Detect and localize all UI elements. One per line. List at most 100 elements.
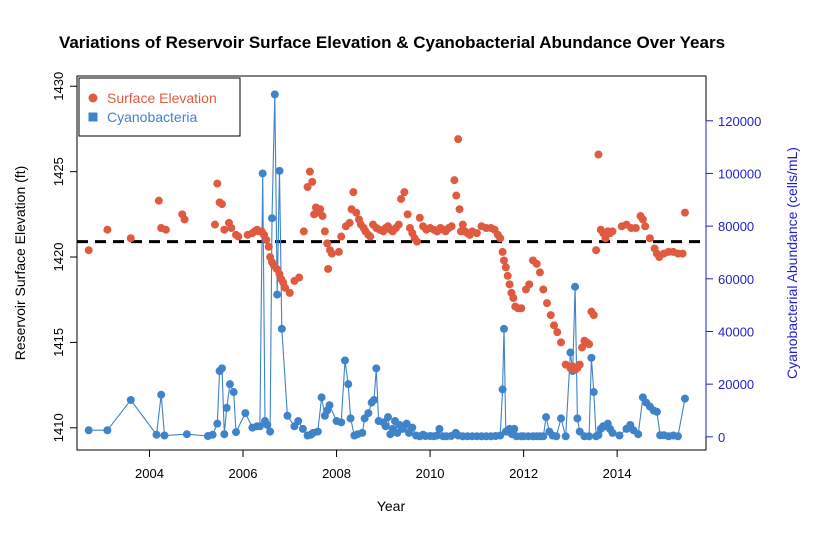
y-right-tick-label: 80000 — [718, 219, 754, 234]
cyanobacteria-point — [217, 364, 226, 373]
cyanobacteria-line — [88, 94, 686, 438]
elevation-point — [542, 299, 551, 308]
elevation-point — [535, 268, 544, 277]
elevation-point — [499, 256, 508, 265]
cyanobacteria-point — [182, 430, 191, 439]
elevation-point — [503, 271, 512, 280]
elevation-point — [517, 304, 526, 313]
cyanobacteria-point — [225, 380, 234, 389]
elevation-point — [217, 200, 226, 209]
y-right-tick-label: 60000 — [718, 272, 754, 287]
elevation-point — [334, 247, 343, 256]
elevation-point — [645, 234, 654, 243]
cyanobacteria-point — [103, 426, 112, 435]
elevation-point — [454, 135, 463, 144]
cyanobacteria-point — [364, 409, 373, 418]
cyanobacteria-point — [552, 432, 561, 441]
cyanobacteria-point — [542, 413, 551, 422]
cyanobacteria-point — [594, 430, 603, 439]
y-left-tick-label: 1420 — [51, 243, 66, 272]
elevation-point — [394, 220, 403, 229]
cyanobacteria-point — [589, 388, 598, 397]
elevation-point — [308, 177, 317, 186]
cyanobacteria-point — [277, 324, 286, 333]
elevation-point — [352, 208, 361, 217]
legend-elevation-label: Surface Elevation — [107, 90, 217, 106]
elevation-point — [678, 249, 687, 258]
cyanobacteria-point — [229, 388, 238, 397]
x-axis-label: Year — [377, 498, 406, 514]
cyanobacteria-point — [220, 430, 229, 439]
legend-box — [78, 77, 241, 137]
elevation-point — [452, 191, 461, 200]
elevation-point — [154, 196, 163, 205]
elevation-point — [227, 223, 236, 232]
elevation-point — [631, 223, 640, 232]
cyanobacteria-point — [402, 419, 411, 428]
y-left-tick-label: 1410 — [51, 413, 66, 442]
elevation-point — [126, 234, 135, 243]
elevation-point — [299, 227, 308, 236]
cyanobacteria-point — [294, 417, 303, 426]
elevation-point — [505, 280, 514, 289]
elevation-point — [220, 225, 229, 234]
elevation-point — [532, 259, 541, 268]
elevation-point — [337, 232, 346, 241]
elevation-point — [585, 340, 594, 349]
cyanobacteria-point — [571, 282, 580, 291]
y-axis-right: 0 20000 40000 60000 80000 100000 120000 — [705, 114, 761, 445]
y-left-tick-label: 1425 — [51, 157, 66, 186]
cyanobacteria-point — [680, 394, 689, 403]
cyanobacteria-point — [241, 409, 250, 418]
cyanobacteria-point — [157, 390, 166, 399]
elevation-point — [327, 249, 336, 258]
y-axis-left-label: Reservoir Surface Elevation (ft) — [12, 166, 28, 361]
cyanobacteria-point — [222, 403, 231, 412]
elevation-point — [641, 222, 650, 231]
cyanobacteria-point — [608, 428, 617, 437]
cyanobacteria-point — [433, 431, 442, 440]
cyanobacteria-point — [566, 348, 575, 357]
elevation-point — [638, 215, 647, 224]
cyanobacteria-point — [383, 413, 392, 422]
elevation-point — [608, 227, 617, 236]
x-tick-label: 2004 — [135, 466, 164, 481]
y-right-tick-label: 100000 — [718, 166, 761, 181]
elevation-point — [285, 288, 294, 297]
elevation-point — [303, 183, 312, 192]
legend-elevation-marker — [88, 93, 98, 103]
cyanobacteria-point — [340, 356, 349, 365]
legend-cyanobacteria-label: Cyanobacteria — [107, 109, 197, 125]
x-tick-label: 2006 — [229, 466, 258, 481]
cyanobacteria-point — [408, 423, 417, 432]
cyanobacteria-point — [317, 393, 326, 402]
cyanobacteria-point — [298, 424, 307, 433]
elevation-point — [592, 246, 601, 255]
elevation-point — [323, 239, 332, 248]
cyanobacteria-point — [393, 428, 402, 437]
elevation-point — [366, 232, 375, 241]
cyanobacteria-point — [263, 420, 272, 429]
cyanobacteria-point — [498, 385, 507, 394]
x-tick-label: 2008 — [322, 466, 351, 481]
elevation-point — [498, 247, 507, 256]
elevation-point — [264, 242, 273, 251]
cyanobacteria-point — [258, 169, 267, 178]
elevation-point — [262, 235, 271, 244]
elevation-point — [546, 311, 555, 320]
elevation-point — [472, 229, 481, 238]
elevation-point — [553, 328, 562, 337]
elevation-point — [324, 264, 333, 273]
cyanobacteria-point — [539, 432, 548, 441]
elevation-point — [458, 220, 467, 229]
elevation-point — [316, 205, 325, 214]
cyanobacteria-series — [84, 90, 689, 441]
y-right-tick-label: 120000 — [718, 114, 761, 129]
cyanobacteria-point — [255, 422, 264, 431]
y-axis-left: 1410 1415 1420 1425 1430 — [51, 72, 77, 442]
elevation-point — [318, 212, 327, 221]
cyanobacteria-point — [587, 353, 596, 362]
elevation-point — [450, 176, 459, 185]
cyanobacteria-point — [283, 411, 292, 420]
elevation-point — [539, 285, 548, 294]
